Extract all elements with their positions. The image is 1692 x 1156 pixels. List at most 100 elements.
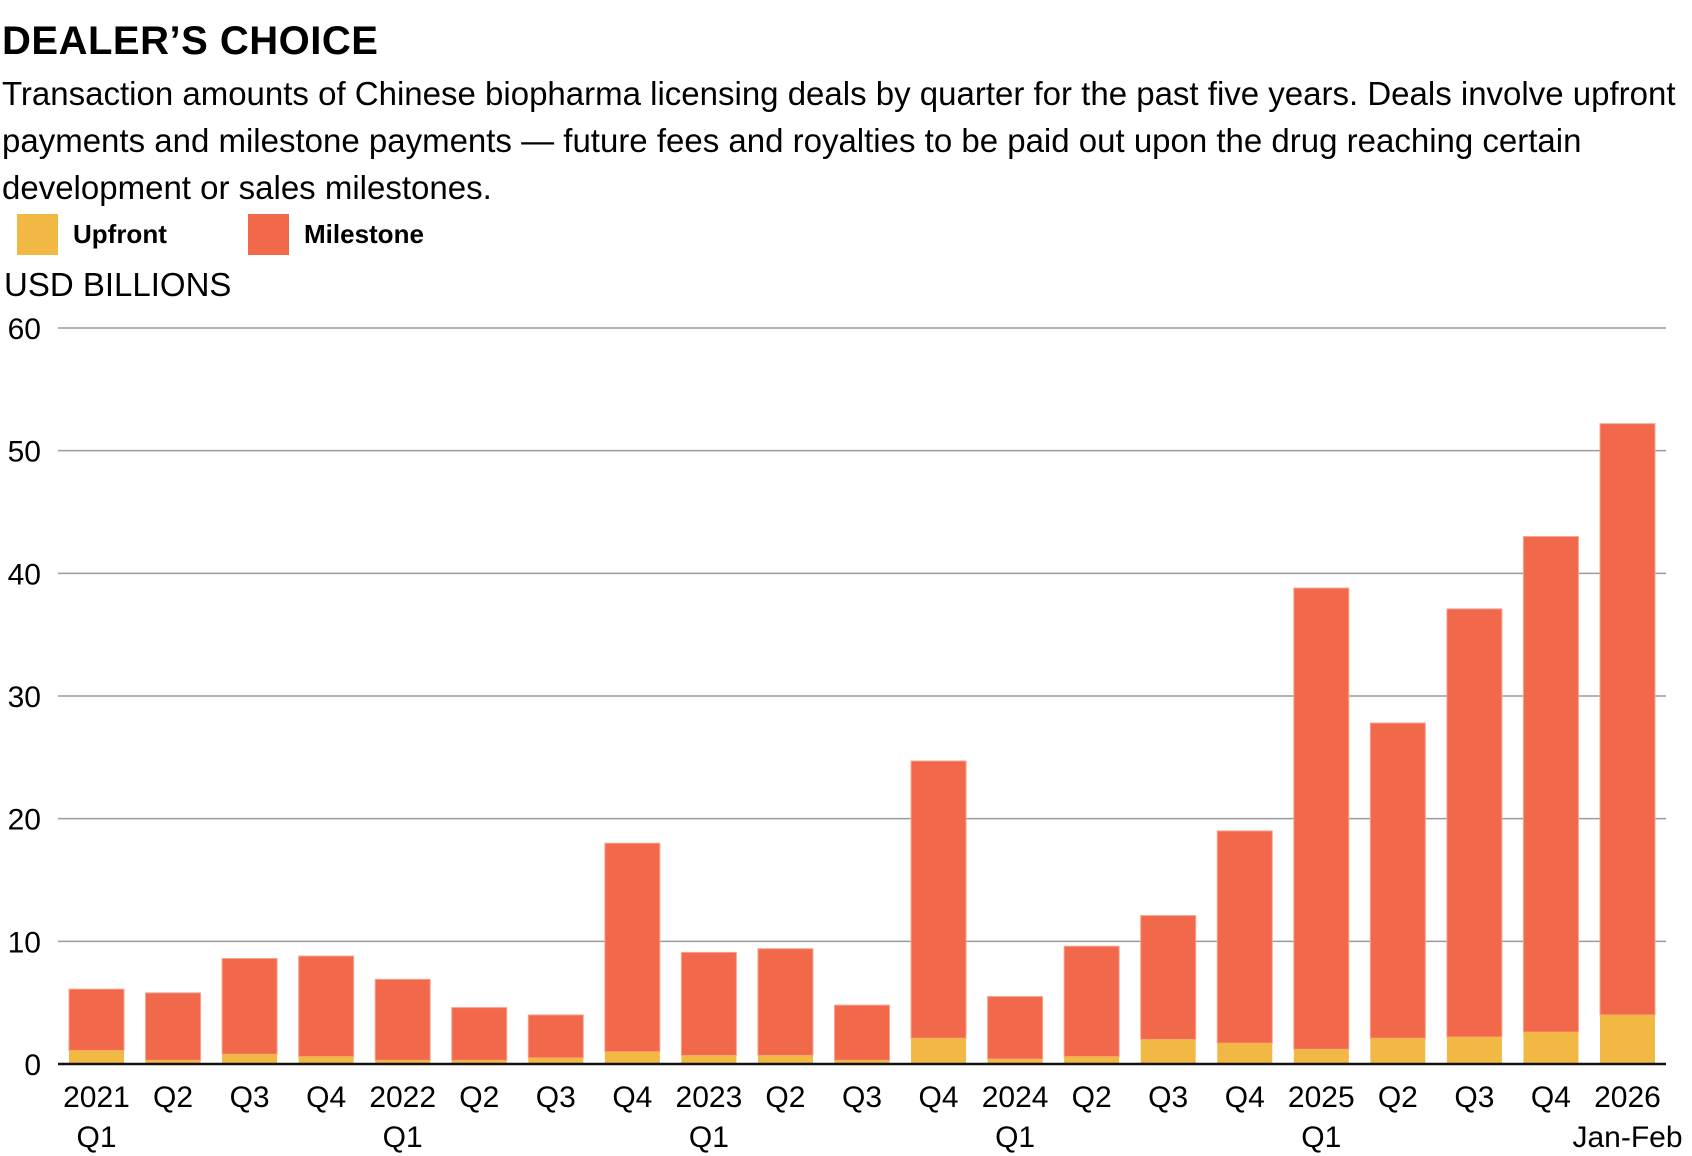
bar-group xyxy=(987,996,1044,1064)
bar-milestone xyxy=(527,1014,584,1059)
x-tick-label: 2025 xyxy=(1288,1081,1355,1114)
x-tick-label: Q3 xyxy=(536,1081,576,1114)
legend-label-milestone: Milestone xyxy=(304,219,424,249)
x-tick-label: 2024 xyxy=(982,1081,1049,1114)
bar-milestone xyxy=(451,1007,508,1061)
bar-milestone xyxy=(1599,423,1656,1016)
bar-milestone xyxy=(68,988,125,1052)
bar-group xyxy=(1063,945,1120,1064)
bar-upfront xyxy=(911,1038,967,1064)
bar-milestone xyxy=(298,955,355,1058)
chart-subtitle: Transaction amounts of Chinese biopharma… xyxy=(2,75,1676,206)
bar-upfront xyxy=(1600,1014,1655,1064)
bar-group xyxy=(834,1004,890,1064)
x-tick-label: 2023 xyxy=(676,1081,743,1114)
bar-group xyxy=(680,951,737,1064)
x-tick-label: Q2 xyxy=(153,1081,193,1114)
x-tick-label: Q1 xyxy=(995,1121,1035,1154)
bar-upfront xyxy=(987,1059,1043,1064)
bar-group xyxy=(527,1014,584,1064)
legend-label-upfront: Upfront xyxy=(73,219,167,249)
bar-group xyxy=(757,948,814,1064)
x-tick-label: Q4 xyxy=(1531,1081,1571,1114)
bar-group xyxy=(298,955,355,1064)
bar-milestone xyxy=(374,978,431,1061)
y-axis-ticks: 0 10 20 30 40 50 60 xyxy=(8,313,41,1082)
bar-group xyxy=(68,988,125,1064)
bar-milestone xyxy=(910,760,967,1039)
bar-milestone xyxy=(987,996,1044,1060)
x-tick-label: Q4 xyxy=(919,1081,959,1114)
bar-group xyxy=(1293,587,1350,1064)
y-tick-label-0: 0 xyxy=(24,1049,41,1082)
bar-milestone xyxy=(1369,722,1426,1039)
bar-group xyxy=(1140,915,1197,1064)
x-tick-label: Q1 xyxy=(689,1121,729,1154)
bar-milestone xyxy=(604,842,661,1053)
bar-group xyxy=(1369,722,1426,1064)
x-tick-label: Jan-Feb xyxy=(1572,1121,1682,1154)
bar-upfront xyxy=(604,1051,660,1064)
bar-group xyxy=(604,842,661,1064)
bar-upfront xyxy=(298,1056,354,1064)
x-tick-label: Q1 xyxy=(76,1121,116,1154)
x-tick-label: 2026 xyxy=(1594,1081,1661,1114)
bar-upfront xyxy=(1370,1038,1426,1064)
bar-milestone xyxy=(1293,587,1350,1050)
bar-upfront xyxy=(681,1055,737,1064)
bar-upfront xyxy=(375,1060,431,1064)
x-axis-labels: 2021 Q1 Q2 Q3 Q4 2022 Q1 Q2 Q3 Q4 2023 Q1 Q2 Q3 Q4 2024… xyxy=(63,1081,1682,1154)
bar-milestone xyxy=(1063,945,1120,1058)
bar-upfront xyxy=(145,1060,201,1064)
x-tick-label: Q1 xyxy=(383,1121,423,1154)
x-tick-label: Q4 xyxy=(1225,1081,1265,1114)
bar-group xyxy=(145,992,202,1064)
bar-upfront xyxy=(1293,1049,1349,1064)
bar-milestone xyxy=(145,992,202,1061)
bar-group xyxy=(910,760,967,1064)
bar-milestone xyxy=(1140,915,1197,1040)
bar-group xyxy=(1599,423,1656,1064)
bar-upfront xyxy=(1446,1037,1502,1064)
bar-group xyxy=(1216,830,1273,1064)
bar-upfront xyxy=(834,1060,890,1064)
y-tick-label-30: 30 xyxy=(8,681,41,714)
bar-upfront xyxy=(222,1054,278,1064)
bar-milestone xyxy=(834,1004,890,1061)
bar-milestone xyxy=(221,958,278,1055)
bar-upfront xyxy=(1140,1039,1196,1064)
bar-milestone xyxy=(1446,608,1503,1038)
bar-upfront xyxy=(69,1050,124,1064)
bar-group xyxy=(451,1007,508,1064)
y-tick-label-50: 50 xyxy=(8,436,41,469)
bar-milestone xyxy=(680,951,737,1056)
x-tick-label: Q4 xyxy=(612,1081,652,1114)
y-tick-label-10: 10 xyxy=(8,926,41,959)
bar-upfront xyxy=(1217,1043,1273,1064)
x-tick-label: Q3 xyxy=(1454,1081,1494,1114)
bar-milestone xyxy=(1522,536,1579,1033)
bar-group xyxy=(221,958,278,1064)
bar-upfront xyxy=(757,1055,813,1064)
x-tick-label: Q4 xyxy=(306,1081,346,1114)
bar-upfront xyxy=(1064,1056,1120,1064)
bar-group xyxy=(1522,536,1579,1064)
y-tick-label-60: 60 xyxy=(8,313,41,346)
y-axis-unit-label: USD BILLIONS xyxy=(4,266,232,303)
x-tick-label: Q3 xyxy=(842,1081,882,1114)
x-tick-label: Q3 xyxy=(1148,1081,1188,1114)
bar-milestone xyxy=(757,948,814,1056)
y-tick-label-40: 40 xyxy=(8,558,41,591)
chart-title: DEALER’S CHOICE xyxy=(2,19,379,63)
bar-upfront xyxy=(451,1060,507,1064)
bar-upfront xyxy=(528,1057,584,1064)
x-tick-label: Q2 xyxy=(1072,1081,1112,1114)
bar-group xyxy=(1446,608,1503,1064)
bars xyxy=(68,423,1656,1064)
x-tick-label: Q2 xyxy=(765,1081,805,1114)
x-tick-label: 2022 xyxy=(369,1081,436,1114)
legend-swatch-upfront xyxy=(17,214,58,255)
x-tick-label: Q2 xyxy=(1378,1081,1418,1114)
bar-upfront xyxy=(1523,1032,1579,1064)
